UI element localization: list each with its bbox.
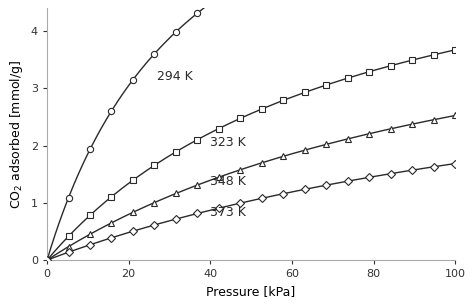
- Y-axis label: CO$_2$ adsorbed [mmol/g]: CO$_2$ adsorbed [mmol/g]: [9, 60, 25, 209]
- Text: 294 K: 294 K: [157, 70, 193, 84]
- X-axis label: Pressure [kPa]: Pressure [kPa]: [207, 285, 296, 298]
- Text: 373 K: 373 K: [210, 206, 246, 218]
- Text: 348 K: 348 K: [210, 175, 246, 188]
- Text: 323 K: 323 K: [210, 136, 246, 149]
